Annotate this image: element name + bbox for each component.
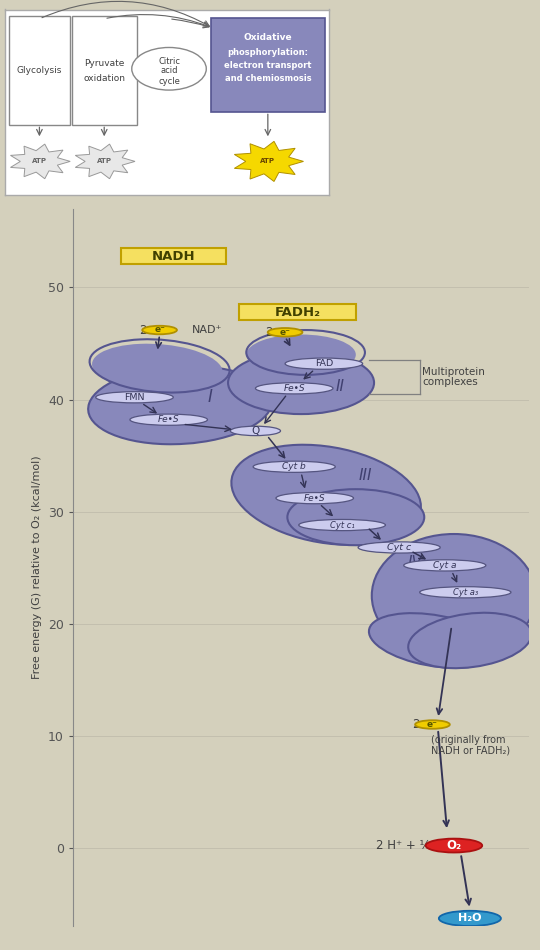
Text: FAD: FAD [315,359,333,369]
FancyBboxPatch shape [72,16,137,125]
Ellipse shape [253,461,335,472]
Text: I: I [207,389,212,407]
Circle shape [268,328,302,336]
Text: phosphorylation:: phosphorylation: [227,48,308,57]
Text: e⁻: e⁻ [280,328,291,336]
Text: 2 H⁺ + ½: 2 H⁺ + ½ [376,839,431,852]
Ellipse shape [88,366,272,445]
Ellipse shape [372,534,536,657]
Text: H₂O: H₂O [458,913,482,923]
Ellipse shape [276,492,354,504]
Text: acid: acid [160,66,178,75]
Text: IV: IV [408,555,423,569]
Ellipse shape [285,358,363,370]
Text: (originally from: (originally from [431,735,505,745]
Text: electron transport: electron transport [224,61,312,69]
Ellipse shape [420,587,511,598]
Text: Cyt c: Cyt c [387,543,411,552]
Text: Fe•S: Fe•S [158,415,179,425]
Circle shape [142,326,177,334]
Text: Q: Q [251,426,260,436]
Polygon shape [10,144,70,179]
FancyBboxPatch shape [9,16,70,125]
Ellipse shape [231,445,421,544]
Text: Fe•S: Fe•S [304,494,326,503]
Text: FMN: FMN [124,392,145,402]
Ellipse shape [404,560,486,571]
Circle shape [439,911,501,926]
Text: II: II [335,378,345,393]
Text: Glycolysis: Glycolysis [17,66,62,75]
Ellipse shape [358,542,440,553]
Ellipse shape [369,613,498,668]
Text: 2: 2 [139,324,147,336]
Circle shape [426,839,482,852]
Text: e⁻: e⁻ [427,720,438,729]
Ellipse shape [299,520,386,531]
Polygon shape [234,142,303,181]
Ellipse shape [130,414,207,426]
Text: ATP: ATP [97,159,112,164]
Text: Oxidative: Oxidative [244,33,292,42]
Text: 2: 2 [412,718,420,731]
Text: FADH₂: FADH₂ [274,306,320,318]
Text: oxidation: oxidation [83,73,125,83]
Ellipse shape [228,352,374,414]
Ellipse shape [96,391,173,403]
Text: Pyruvate: Pyruvate [84,59,124,67]
Text: and chemiosmosis: and chemiosmosis [225,73,311,83]
Text: Cyt a: Cyt a [433,560,456,570]
Ellipse shape [246,334,356,375]
Text: Cyt c₁: Cyt c₁ [330,521,354,529]
Text: ATP: ATP [260,159,275,164]
Text: 2: 2 [265,326,273,339]
FancyBboxPatch shape [239,304,356,320]
Ellipse shape [287,489,424,545]
Text: Fe•S: Fe•S [284,384,305,392]
Text: O₂: O₂ [447,839,462,852]
Text: cycle: cycle [158,77,180,86]
Text: complexes: complexes [422,376,478,387]
Text: NADH or FADH₂): NADH or FADH₂) [431,746,510,755]
Text: e⁻: e⁻ [154,325,165,334]
Text: Citric: Citric [158,57,180,66]
Ellipse shape [231,427,280,436]
FancyBboxPatch shape [121,248,226,264]
Text: Cyt a₃: Cyt a₃ [453,588,478,597]
Ellipse shape [92,344,222,392]
Text: Multiprotein: Multiprotein [422,367,485,376]
Circle shape [132,48,206,90]
Text: Cyt b: Cyt b [282,463,306,471]
FancyBboxPatch shape [211,18,325,112]
Text: ATP: ATP [32,159,47,164]
Text: III: III [358,468,372,484]
Text: NADH: NADH [152,250,195,262]
Ellipse shape [255,383,333,394]
Text: NAD⁺: NAD⁺ [192,325,222,335]
Y-axis label: Free energy (G) relative to O₂ (kcal/mol): Free energy (G) relative to O₂ (kcal/mol… [32,456,42,679]
Circle shape [415,720,450,729]
Polygon shape [75,144,135,179]
Ellipse shape [408,613,531,668]
